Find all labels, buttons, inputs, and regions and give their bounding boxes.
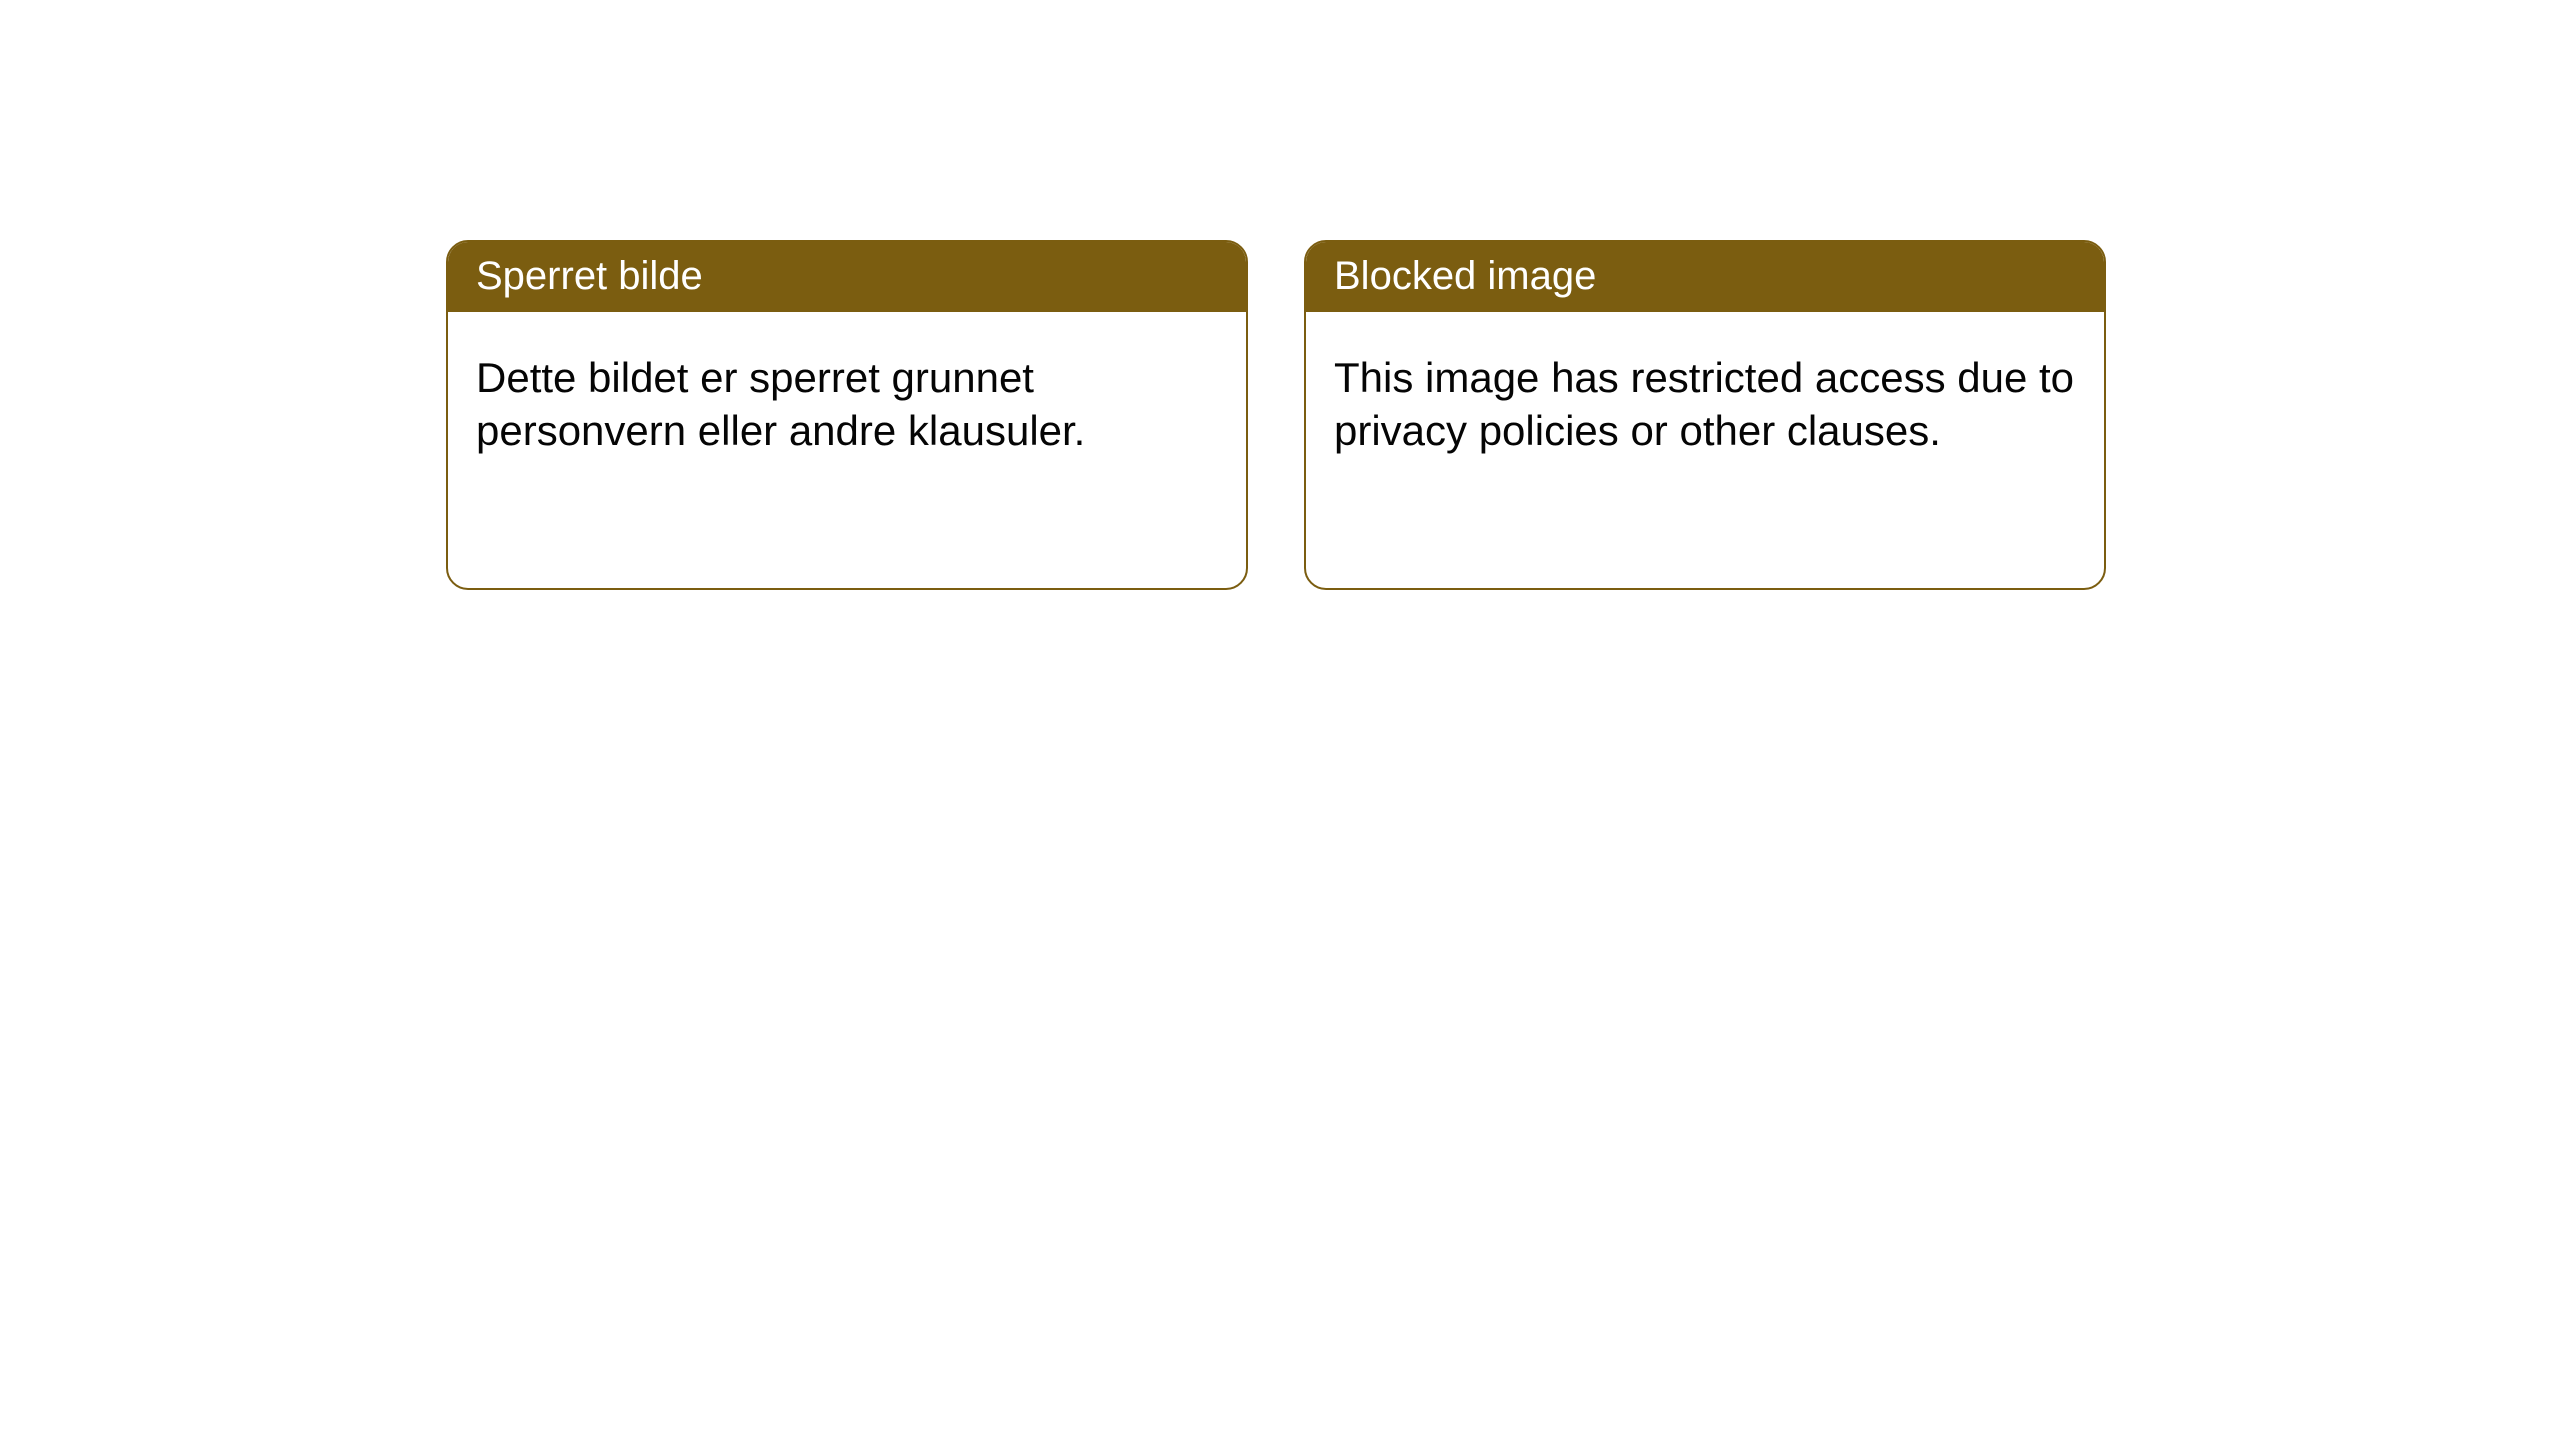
card-body-text: Dette bildet er sperret grunnet personve… bbox=[448, 312, 1246, 588]
card-body-text: This image has restricted access due to … bbox=[1306, 312, 2104, 588]
notice-card-norwegian: Sperret bilde Dette bildet er sperret gr… bbox=[446, 240, 1248, 590]
notice-card-english: Blocked image This image has restricted … bbox=[1304, 240, 2106, 590]
card-title: Sperret bilde bbox=[448, 242, 1246, 312]
card-title: Blocked image bbox=[1306, 242, 2104, 312]
notice-cards-container: Sperret bilde Dette bildet er sperret gr… bbox=[0, 0, 2560, 590]
